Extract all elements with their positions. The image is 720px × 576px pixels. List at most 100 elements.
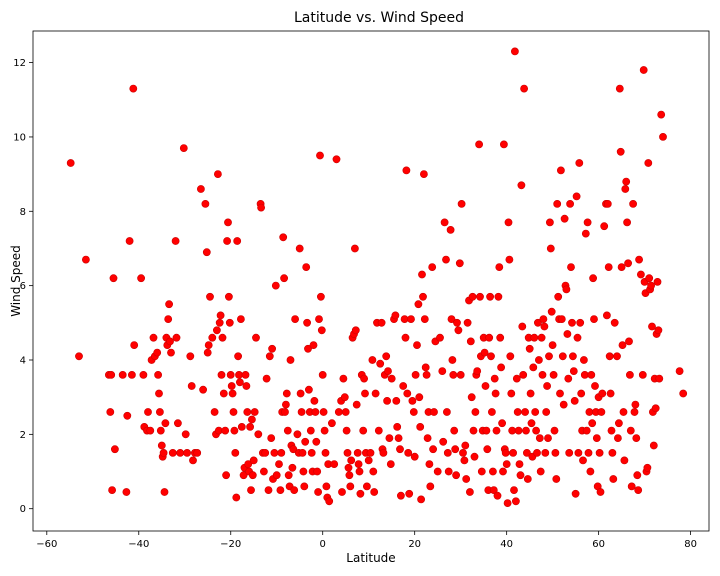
data-point xyxy=(386,460,395,468)
data-point xyxy=(155,408,164,416)
data-point xyxy=(106,408,115,416)
data-point xyxy=(523,448,531,457)
data-point xyxy=(281,400,290,409)
data-point xyxy=(617,263,626,271)
data-point xyxy=(619,408,628,416)
data-point xyxy=(613,352,621,361)
x-tick-label: 80 xyxy=(684,539,697,550)
data-point xyxy=(520,84,528,93)
data-point xyxy=(679,389,688,398)
data-point xyxy=(66,159,75,167)
data-point xyxy=(608,448,617,457)
data-point xyxy=(304,385,313,394)
data-point xyxy=(199,385,207,394)
data-point xyxy=(480,348,489,357)
data-point xyxy=(490,374,499,383)
data-point xyxy=(557,166,565,175)
data-point xyxy=(396,445,404,454)
data-point xyxy=(137,274,145,283)
data-point xyxy=(244,460,253,468)
data-point xyxy=(655,374,664,383)
data-point xyxy=(418,270,426,279)
data-point xyxy=(433,467,442,476)
data-point xyxy=(583,218,592,227)
data-point xyxy=(443,448,452,457)
data-point xyxy=(236,315,245,323)
data-point xyxy=(385,434,394,442)
data-point xyxy=(442,408,451,416)
data-point xyxy=(535,434,544,442)
data-point xyxy=(268,344,276,353)
data-point xyxy=(506,352,515,361)
data-point xyxy=(316,151,324,160)
data-point xyxy=(466,337,475,346)
data-point xyxy=(130,341,139,349)
data-point xyxy=(360,374,368,383)
data-point xyxy=(540,322,549,331)
data-point xyxy=(622,177,631,186)
data-point xyxy=(463,318,472,327)
data-point xyxy=(376,359,385,368)
data-point xyxy=(342,426,351,435)
data-point xyxy=(417,495,425,504)
data-point xyxy=(352,400,361,409)
data-point xyxy=(525,344,534,353)
data-point xyxy=(225,318,234,327)
data-point xyxy=(511,47,519,56)
data-point xyxy=(408,396,417,405)
data-point xyxy=(596,488,605,496)
data-point xyxy=(572,192,581,201)
data-point xyxy=(299,467,308,476)
data-point xyxy=(356,489,365,498)
data-point xyxy=(239,471,248,480)
data-point xyxy=(320,426,329,435)
data-point xyxy=(553,199,562,208)
data-point xyxy=(403,389,412,398)
data-point xyxy=(317,326,326,335)
data-point xyxy=(621,185,630,193)
data-point xyxy=(631,400,640,409)
data-point xyxy=(624,259,632,268)
data-point xyxy=(384,367,392,375)
data-point xyxy=(492,426,501,435)
data-point xyxy=(219,389,228,398)
data-point xyxy=(350,244,359,253)
data-point xyxy=(610,318,619,327)
data-point xyxy=(654,326,663,335)
data-point xyxy=(353,448,362,457)
data-point xyxy=(276,486,285,494)
data-point xyxy=(603,311,611,320)
x-axis-label: Latitude xyxy=(346,551,395,565)
data-point xyxy=(633,471,642,480)
data-point xyxy=(159,448,168,457)
data-point xyxy=(632,434,641,442)
data-point xyxy=(563,330,572,338)
data-point xyxy=(364,456,373,465)
data-point xyxy=(189,456,197,465)
data-point xyxy=(527,419,536,428)
data-point xyxy=(224,292,233,301)
data-point xyxy=(626,370,634,379)
data-point xyxy=(399,382,408,390)
data-point xyxy=(438,367,447,375)
data-point xyxy=(309,341,318,349)
data-point xyxy=(144,408,152,416)
data-point xyxy=(208,333,217,342)
data-point xyxy=(283,426,292,435)
data-point xyxy=(293,430,302,439)
data-point xyxy=(597,408,606,416)
data-point xyxy=(468,292,477,301)
y-tick-label: 2 xyxy=(20,430,26,441)
data-point xyxy=(533,448,541,457)
data-point xyxy=(423,434,432,442)
data-point xyxy=(501,448,510,457)
data-point xyxy=(491,389,500,398)
data-point xyxy=(582,426,591,435)
data-point xyxy=(560,214,569,223)
data-point xyxy=(616,147,625,156)
data-point xyxy=(456,370,465,379)
data-point xyxy=(300,482,309,491)
data-point xyxy=(154,370,162,379)
data-point xyxy=(461,441,470,450)
